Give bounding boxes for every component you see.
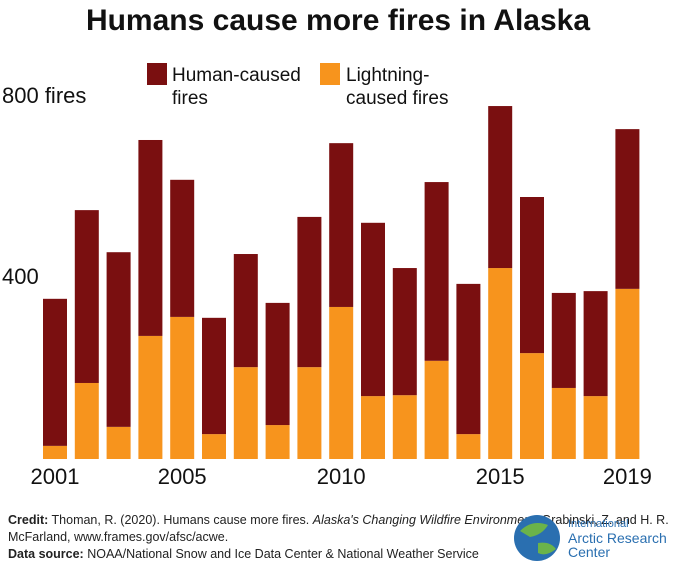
- y-tick-label: 800 fires: [2, 83, 86, 108]
- bar: [74, 382, 99, 459]
- legend-label: Human-caused fires: [172, 65, 301, 109]
- logo-text: International: [568, 518, 629, 530]
- bar: [106, 252, 131, 427]
- x-tick-label: 2019: [603, 464, 652, 489]
- credit-rest: , Grabinski, Z. and H. R. McFarland, www…: [8, 513, 669, 544]
- x-tick-label: 2015: [476, 464, 525, 489]
- chart-title: Humans cause more fires in Alaska: [86, 4, 590, 37]
- logo-text: Arctic Research: [568, 530, 667, 546]
- bar: [361, 396, 385, 459]
- bar: [551, 387, 576, 459]
- legend-swatch: [320, 63, 340, 85]
- bar: [520, 353, 544, 459]
- bar: [329, 306, 354, 459]
- bar: [265, 425, 290, 459]
- bar: [424, 360, 449, 459]
- bar: [456, 283, 481, 435]
- bar: [424, 182, 449, 361]
- credit-italic: Alaska's Changing Wildfire Environment: [312, 513, 535, 527]
- source: Data source: NOAA/National Snow and Ice …: [8, 546, 479, 563]
- x-tick-label: 2005: [158, 464, 207, 489]
- credit-text: Thoman, R. (2020). Humans cause more fir…: [51, 513, 310, 527]
- bar: [297, 367, 322, 459]
- credit: Credit: Thoman, R. (2020). Humans cause …: [8, 512, 676, 546]
- bar: [138, 335, 163, 459]
- bar: [329, 143, 354, 307]
- bar: [615, 129, 640, 289]
- y-tick-label: 400: [2, 264, 39, 289]
- source-text: NOAA/National Snow and Ice Data Center &…: [87, 547, 479, 561]
- bar: [202, 317, 226, 435]
- x-tick-label: 2010: [317, 464, 366, 489]
- bar: [583, 291, 608, 397]
- bar: [615, 288, 640, 459]
- bar: [170, 179, 195, 317]
- bar: [488, 106, 513, 269]
- legend-label: Lightning-caused fires: [346, 65, 449, 109]
- bar: [520, 197, 544, 354]
- bar: [392, 395, 417, 459]
- bar: [106, 426, 131, 459]
- bar: [43, 298, 67, 446]
- source-label: Data source:: [8, 547, 84, 561]
- bar: [456, 434, 481, 459]
- bar: [170, 316, 195, 459]
- bar: [202, 434, 226, 459]
- bar: [488, 268, 513, 459]
- bar: [233, 254, 258, 368]
- credit-label: Credit:: [8, 513, 49, 527]
- bar: [551, 292, 576, 388]
- logo: International Arctic Research Center: [568, 517, 667, 559]
- bar: [361, 222, 385, 397]
- bar: [233, 367, 258, 459]
- bar: [74, 210, 99, 383]
- x-tick-label: 2001: [31, 464, 80, 489]
- bar: [265, 302, 290, 426]
- logo-text: Center: [568, 544, 611, 560]
- legend-swatch: [147, 63, 167, 85]
- bar: [392, 268, 417, 396]
- bar: [43, 445, 67, 459]
- logo-globe: [514, 515, 560, 561]
- bar: [583, 396, 608, 459]
- bar: [297, 216, 322, 368]
- chart: Humans cause more fires in Alaska 400 800…: [2, 4, 652, 489]
- bar: [138, 139, 163, 336]
